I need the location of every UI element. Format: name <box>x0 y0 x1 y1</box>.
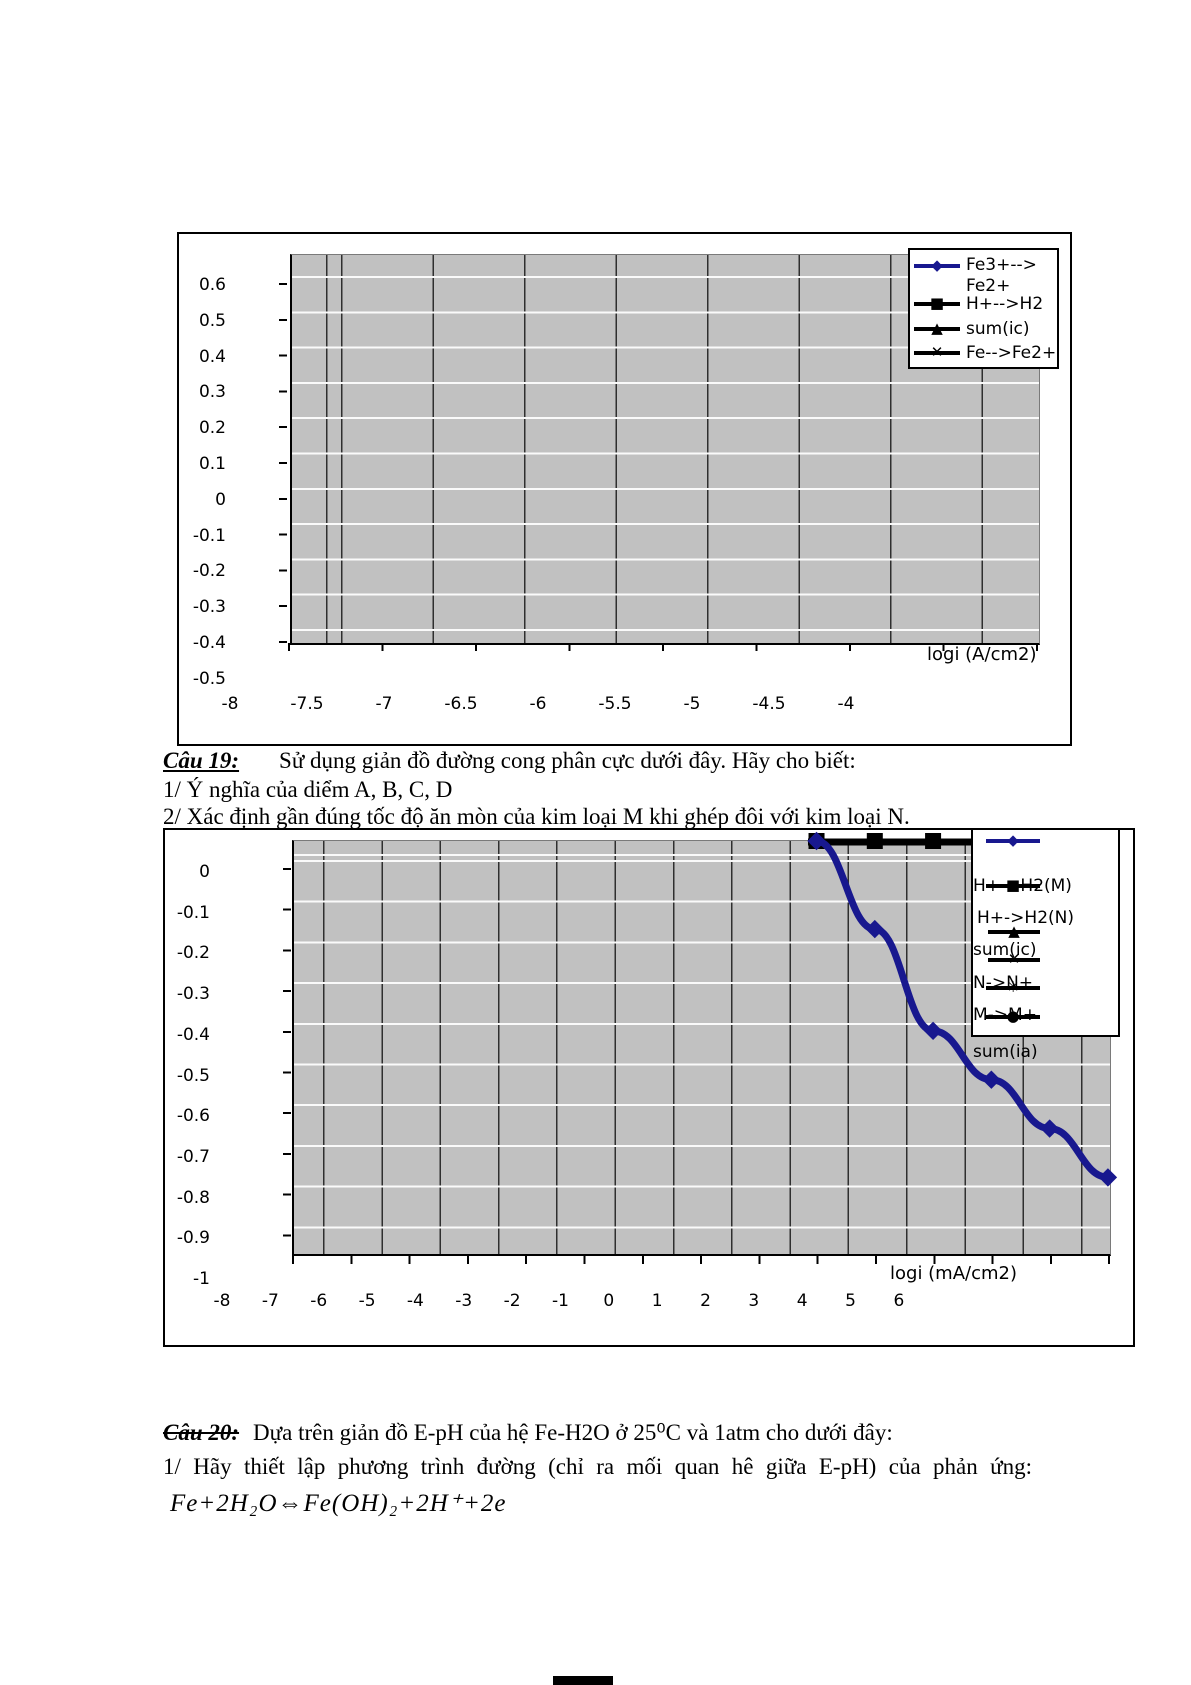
chart2-ytick-label: -0.8 <box>176 1187 210 1208</box>
chart1-ytick-label: -0.1 <box>192 525 226 546</box>
chart2-xtick-label: -7 <box>261 1291 279 1311</box>
legend-marker-circle-icon: ● <box>986 1008 1040 1025</box>
chart1-ytick-label: 0.2 <box>198 418 226 439</box>
legend-label: H+->H2(N) <box>977 908 1074 928</box>
question-19-item2: 2/ Xác định gần đúng tốc độ ăn mòn của k… <box>163 804 910 829</box>
chart2-xtick-label: 5 <box>845 1291 856 1311</box>
legend-label-sum-ia: sum(ia) <box>973 1042 1038 1062</box>
legend-marker-square-icon: ■ <box>986 877 1040 894</box>
legend-label: H+-->H2 <box>966 294 1044 314</box>
chart2-xtick-label: 1 <box>651 1291 663 1311</box>
chart2-xtick-label: -5 <box>358 1291 376 1311</box>
question-19-line: Câu 19: Sử dụng giản đồ đường cong phân c… <box>163 748 856 774</box>
legend-marker-asterisk-icon: ✳ <box>986 979 1040 996</box>
chart2-plot-area <box>292 840 1111 1256</box>
chart1-ytick-label: 0.6 <box>198 275 226 295</box>
chart1-y-tickmarks <box>279 252 287 647</box>
chart1-ytick-label: 0.5 <box>198 310 226 331</box>
chart1-ytick-label: 0.1 <box>198 454 226 474</box>
chart1-xtick-label: -5 <box>683 694 701 714</box>
chart1-xtick-label: -4.5 <box>752 694 786 714</box>
chart1-xtick-label: -6.5 <box>444 694 478 714</box>
chart2-xtick-label: -6 <box>310 1291 328 1311</box>
chart2-ytick-label: 0 <box>199 862 210 882</box>
chart1-xtick-label: -6 <box>529 694 547 714</box>
chart1-xtick-label: -4 <box>837 694 855 714</box>
legend-marker-square-icon: ■ <box>914 295 960 312</box>
chart1-ytick-label: 0.4 <box>198 346 226 367</box>
legend-label: Fe-->Fe2+ <box>966 343 1057 363</box>
question-19-intro: Sử dụng giản đồ đường cong phân cực dưới… <box>279 748 856 773</box>
legend-marker-diamond-icon: ◆ <box>914 257 960 274</box>
chart2-xtick-label: 0 <box>603 1291 615 1311</box>
chart2-ytick-label: -0.6 <box>176 1106 210 1127</box>
chart2-ytick-label: -0.7 <box>176 1146 210 1167</box>
chart2-xtick-label: -4 <box>406 1291 424 1311</box>
chart2-xtick-label: 6 <box>893 1291 905 1311</box>
chart1-ytick-label: 0 <box>215 489 226 510</box>
chart1-ytick-label: -0.4 <box>192 633 226 653</box>
legend-label: Fe3+-->Fe2+ <box>966 255 1037 297</box>
chart1-xtick-label: -7 <box>375 694 393 714</box>
chart2-xtick-label: -8 <box>213 1291 231 1311</box>
chart2-ytick-label: -0.1 <box>176 902 210 923</box>
chart2-ytick-label: -0.4 <box>176 1024 210 1045</box>
chart2-ytick-label: -1 <box>193 1269 210 1289</box>
legend-marker-x-icon: ✕ <box>988 951 1040 968</box>
question-20-label: Câu 20: <box>163 1420 240 1445</box>
chart2-xtick-label: -2 <box>503 1291 521 1311</box>
chart2-xtick-label: 3 <box>748 1291 760 1311</box>
chart2-x-tickmarks <box>292 1256 1110 1264</box>
chart1-xtick-label: -5.5 <box>598 694 632 714</box>
chart2-x-axis-title: logi (mA/cm2) <box>890 1263 1018 1284</box>
legend-marker-diamond-icon: ◆ <box>986 832 1040 849</box>
chart1-ytick-label: 0.3 <box>198 382 226 403</box>
question-20-line: Câu 20: Dựa trên giản đồ E-pH của hệ Fe-H… <box>163 1420 893 1446</box>
chart2-ytick-label: -0.3 <box>176 984 210 1005</box>
question-20-item1: 1/ Hãy thiết lập phương trình đường (chỉ… <box>163 1454 1032 1479</box>
legend-marker-triangle-icon: ▲ <box>914 320 960 337</box>
chart1-x-tickmarks <box>288 643 1038 651</box>
page-bottom-marker <box>553 1676 613 1685</box>
chart2-ytick-label: -0.5 <box>176 1065 210 1086</box>
chart2-ytick-label: -0.2 <box>176 943 210 964</box>
legend-marker-x-icon: ✕ <box>914 344 960 361</box>
chart2-xtick-label: -3 <box>455 1291 473 1311</box>
legend-label: sum(ic) <box>973 940 1037 960</box>
chart2-xtick-label: -1 <box>551 1291 569 1311</box>
chart2-ytick-label: -0.9 <box>176 1228 210 1249</box>
chart2-xtick-label: 2 <box>700 1291 711 1311</box>
chart2-series-canvas <box>807 831 1118 1187</box>
chart1-legend <box>908 248 1059 369</box>
question-19-label: Câu 19: <box>163 748 240 773</box>
chemical-equation: Fe+2H₂O⇔Fe(OH)₂+2H⁺+2e <box>170 1490 507 1517</box>
chart1-ytick-label: -0.3 <box>192 597 226 618</box>
chart1-ytick-label: -0.2 <box>192 561 226 582</box>
chart1-xtick-label: -8 <box>221 694 239 714</box>
question-20-intro: Dựa trên giản đồ E-pH của hệ Fe-H2O ở 25… <box>253 1420 893 1445</box>
legend-marker-triangle-icon: ▲ <box>988 923 1040 940</box>
legend-label: sum(ic) <box>966 319 1030 339</box>
chart2-xtick-label: 4 <box>796 1291 808 1311</box>
chart1-xtick-label: -7.5 <box>290 694 324 714</box>
chart1-ytick-label: -0.5 <box>192 668 226 689</box>
chart2-y-tickmarks <box>283 840 291 1254</box>
question-19-item1: 1/ Ý nghĩa của diểm A, B, C, D <box>163 777 453 802</box>
chart1-x-axis-title: logi (A/cm2) <box>927 644 1037 665</box>
